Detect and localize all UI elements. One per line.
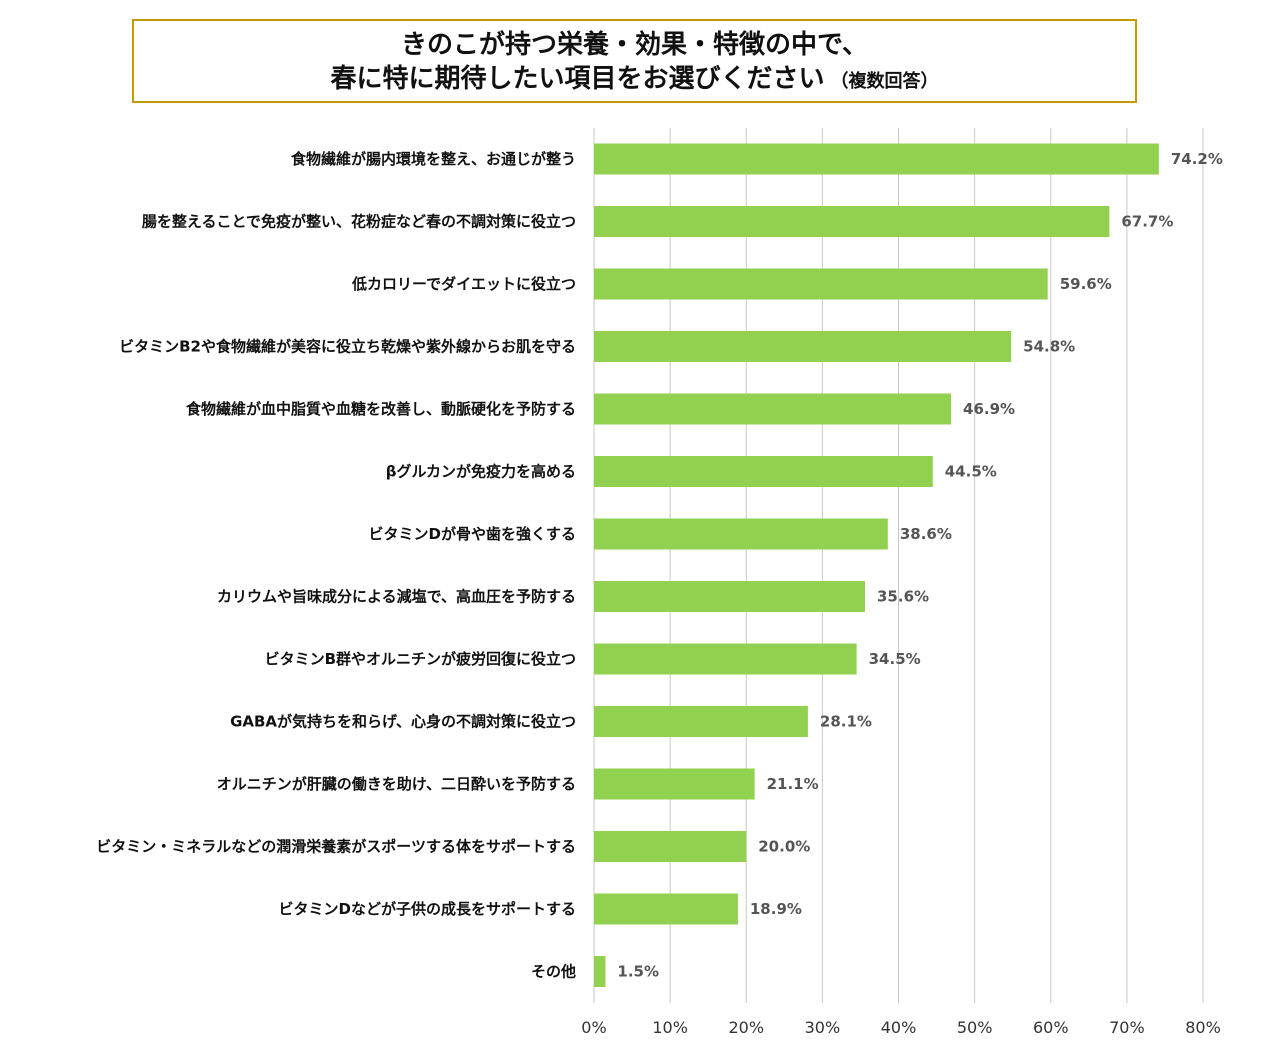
bar <box>594 268 1048 300</box>
data-label: 21.1% <box>767 775 819 793</box>
data-label: 46.9% <box>963 400 1015 418</box>
category-label: 食物繊維が血中脂質や血糖を改善し、動脈硬化を予防する <box>186 400 576 418</box>
chart-title-note: （複数回答） <box>830 71 939 92</box>
data-label: 67.7% <box>1121 213 1173 231</box>
data-label: 59.6% <box>1060 275 1112 293</box>
bar <box>594 456 933 487</box>
category-label: ビタミンB群やオルニチンが疲労回復に役立つ <box>265 650 576 668</box>
category-label: βグルカンが免疫力を高める <box>386 463 576 481</box>
bar <box>594 956 606 987</box>
category-label: 食物繊維が腸内環境を整え、お通じが整う <box>291 150 576 168</box>
bar <box>594 706 808 737</box>
bar <box>594 331 1012 362</box>
category-label: その他 <box>531 963 576 981</box>
bar <box>594 643 857 675</box>
data-label: 74.2% <box>1171 150 1223 168</box>
data-label: 44.5% <box>945 463 997 481</box>
data-label: 20.0% <box>758 838 810 856</box>
category-label: オルニチンが肝臓の働きを助け、二日酔いを予防する <box>217 775 576 793</box>
chart-title-line2: 春に特に期待したい項目をお選びください （複数回答） <box>134 63 1135 98</box>
category-label: カリウムや旨味成分による減塩で、高血圧を予防する <box>217 588 576 606</box>
x-tick-label: 80% <box>1185 1018 1221 1037</box>
bar <box>594 831 747 862</box>
data-label: 54.8% <box>1023 338 1075 356</box>
category-label: ビタミンDなどが子供の成長をサポートする <box>279 900 576 918</box>
bar <box>594 581 866 612</box>
category-label: ビタミンDが骨や歯を強くする <box>369 525 576 543</box>
x-tick-label: 0% <box>581 1018 606 1037</box>
bar <box>594 518 888 550</box>
bar <box>594 768 755 800</box>
bar <box>594 206 1110 237</box>
x-tick-label: 70% <box>1109 1018 1145 1037</box>
x-tick-label: 60% <box>1033 1018 1069 1037</box>
category-label: ビタミンB2や食物繊維が美容に役立ち乾燥や紫外線からお肌を守る <box>119 338 576 356</box>
x-tick-label: 10% <box>652 1018 688 1037</box>
chart-title-line1: きのこが持つ栄養・効果・特徴の中で、 <box>401 30 868 60</box>
data-label: 38.6% <box>900 525 952 543</box>
data-label: 35.6% <box>877 588 929 606</box>
data-label: 1.5% <box>617 963 659 981</box>
data-label: 18.9% <box>750 900 802 918</box>
chart-title-line2-text: 春に特に期待したい項目をお選びください <box>330 64 825 94</box>
data-label: 28.1% <box>820 713 872 731</box>
x-tick-label: 30% <box>805 1018 841 1037</box>
bar <box>594 393 952 425</box>
category-label: GABAが気持ちを和らげ、心身の不調対策に役立つ <box>230 713 576 731</box>
x-tick-label: 40% <box>881 1018 917 1037</box>
x-tick-label: 20% <box>728 1018 764 1037</box>
category-label: 低カロリーでダイエットに役立つ <box>351 275 576 293</box>
chart-title-box: きのこが持つ栄養・効果・特徴の中で、 春に特に期待したい項目をお選びください （複… <box>132 19 1137 103</box>
bar <box>594 143 1159 175</box>
data-label: 34.5% <box>869 650 921 668</box>
bar <box>594 893 738 925</box>
category-label: ビタミン・ミネラルなどの潤滑栄養素がスポーツする体をサポートする <box>96 838 576 856</box>
x-tick-label: 50% <box>957 1018 993 1037</box>
category-label: 腸を整えることで免疫が整い、花粉症など春の不調対策に役立つ <box>142 213 576 231</box>
